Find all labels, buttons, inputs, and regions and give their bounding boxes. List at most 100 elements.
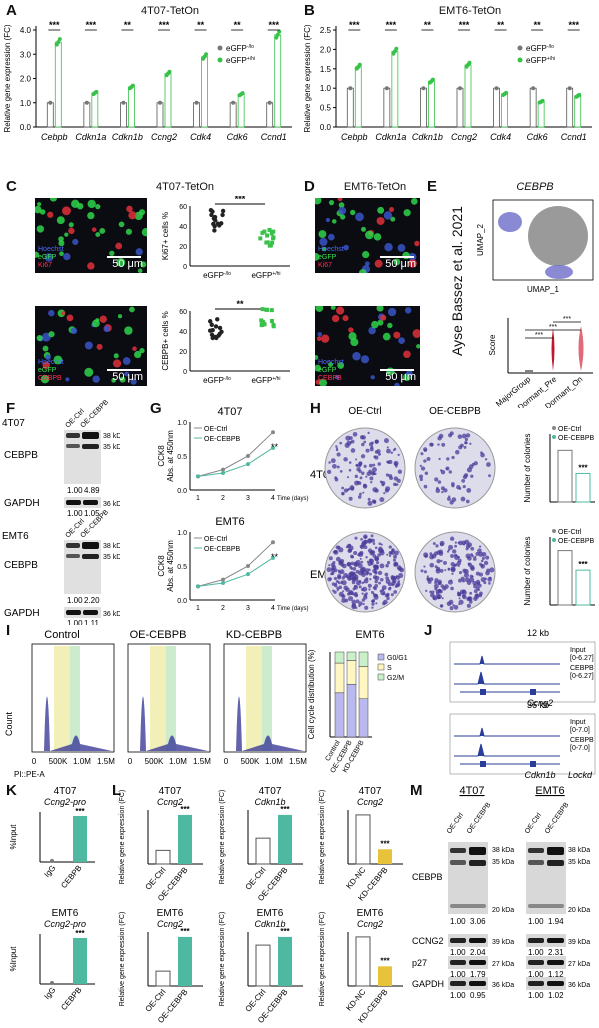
colony — [333, 590, 337, 594]
colony — [346, 488, 350, 492]
panel-label-c: C — [6, 178, 17, 195]
colony — [351, 573, 357, 578]
panel-label-b: B — [304, 2, 315, 19]
band — [528, 904, 564, 908]
colony — [434, 587, 438, 591]
colony — [358, 580, 362, 583]
colony — [345, 435, 351, 441]
colony — [376, 561, 380, 565]
point-hi — [430, 77, 435, 82]
cell-nucleus — [84, 341, 93, 350]
exon — [480, 689, 486, 695]
quant-value: 1.00 — [67, 486, 83, 495]
data-point-lo — [219, 221, 224, 226]
colony — [480, 577, 486, 583]
panel-b-title: EMT6-TetOn — [438, 5, 502, 17]
band — [82, 432, 99, 439]
colony — [395, 583, 400, 588]
band — [66, 543, 80, 548]
cell-nucleus — [87, 262, 95, 270]
x-axis-label: UMAP_1 — [527, 285, 560, 294]
bar-treatment — [278, 814, 292, 864]
cell-nucleus — [68, 227, 75, 235]
cell-nucleus — [129, 306, 135, 313]
data-point-hi — [265, 307, 270, 312]
colony — [358, 604, 361, 608]
colony — [393, 561, 398, 567]
colony — [485, 555, 490, 560]
bar-lo — [383, 87, 391, 128]
y-tick-label: 1.0 — [20, 99, 32, 108]
y-tick-label: 1.0 — [177, 420, 187, 427]
colony — [367, 431, 370, 435]
colony — [456, 485, 461, 490]
legend-cebpb: CEBPB — [38, 375, 62, 382]
colony — [361, 471, 365, 475]
colony — [390, 550, 395, 555]
data-point-hi — [262, 229, 267, 234]
colony — [332, 550, 336, 554]
x-tick-label-lo: eGFP-/lo — [203, 271, 231, 280]
y-axis-label: Abs. at 450nm — [166, 430, 175, 482]
data-point-ctrl — [246, 564, 250, 568]
cell-nucleus — [383, 211, 393, 220]
cell-nucleus — [387, 307, 397, 317]
colony — [367, 497, 371, 501]
colony — [379, 563, 385, 569]
colony — [362, 602, 365, 606]
kda-label: 20 kDa — [568, 907, 590, 914]
stacked-segment — [334, 651, 345, 664]
legend-hoechst: Hoechst — [318, 359, 344, 366]
colony — [435, 544, 439, 548]
band — [547, 938, 564, 943]
cell-nucleus — [35, 251, 40, 258]
category-label: Ccng2 — [451, 132, 477, 142]
colony — [380, 543, 383, 546]
colony — [467, 596, 473, 602]
colony — [357, 553, 361, 557]
cell-nucleus — [405, 370, 413, 377]
colony — [449, 606, 454, 611]
cell-nucleus — [370, 375, 375, 380]
point-lo — [348, 86, 353, 91]
colony — [336, 586, 340, 591]
chart-title: EMT6 — [52, 908, 79, 919]
cell-nucleus — [72, 238, 79, 246]
colony — [386, 448, 391, 454]
y-axis-label: Relative gene expression (FC) — [119, 912, 126, 1007]
band — [469, 938, 486, 943]
legend-label-lo: eGFP-/lo — [526, 44, 554, 53]
bar-control — [255, 944, 271, 987]
cell-nucleus — [116, 257, 126, 267]
micrograph-emt6-cebpb: Hoechst eGFP CEBPB 50 μm — [315, 306, 420, 386]
colony — [444, 569, 447, 572]
colony — [371, 602, 375, 606]
kda-label: 38 kDa — [492, 847, 514, 854]
cell-nucleus — [137, 268, 143, 273]
kda-label: 36 kDa — [103, 611, 120, 618]
legend-egfp: eGFP — [318, 367, 337, 374]
panel-label-f: F — [6, 400, 16, 417]
colony — [374, 579, 378, 584]
colony — [385, 473, 390, 477]
bar-treatment — [378, 966, 392, 986]
protein-label: CEBPB — [412, 872, 443, 882]
colony — [386, 553, 389, 556]
colony — [370, 590, 374, 594]
point-hi — [56, 40, 61, 45]
colony — [367, 568, 371, 572]
panel-label-d: D — [304, 178, 315, 195]
cell-line-label: 4T07 — [2, 418, 25, 429]
column-label: OE-CEBPB — [429, 406, 481, 417]
colony — [370, 481, 373, 484]
point-hi — [204, 52, 209, 57]
colony — [480, 563, 486, 569]
colony — [363, 595, 368, 600]
colony — [423, 565, 426, 568]
colony — [350, 567, 354, 570]
